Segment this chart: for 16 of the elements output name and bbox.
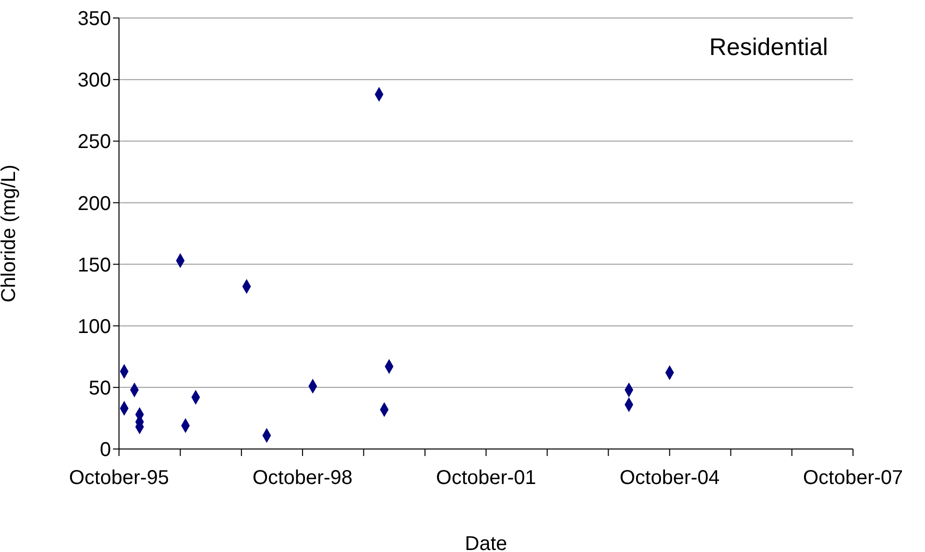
y-tick-label: 150 <box>78 254 111 276</box>
y-tick-label: 200 <box>78 192 111 215</box>
x-tick-label: October-98 <box>252 467 353 490</box>
x-tick-label: October-04 <box>620 467 720 490</box>
y-tick-label: 100 <box>78 316 111 338</box>
y-tick-label: 0 <box>100 439 111 462</box>
x-tick-label: October-95 <box>68 467 170 490</box>
y-axis-title: Chloride (mg/L) <box>0 164 20 302</box>
y-tick-label: 50 <box>88 378 111 400</box>
x-axis-title: Date <box>464 533 508 552</box>
x-tick-label: October-01 <box>436 467 536 490</box>
x-tick-label: October-07 <box>802 467 904 490</box>
y-tick-label: 250 <box>78 131 111 154</box>
annotation: Residential <box>709 34 828 62</box>
y-tick-label: 350 <box>78 8 111 30</box>
y-tick-label: 300 <box>78 70 111 92</box>
